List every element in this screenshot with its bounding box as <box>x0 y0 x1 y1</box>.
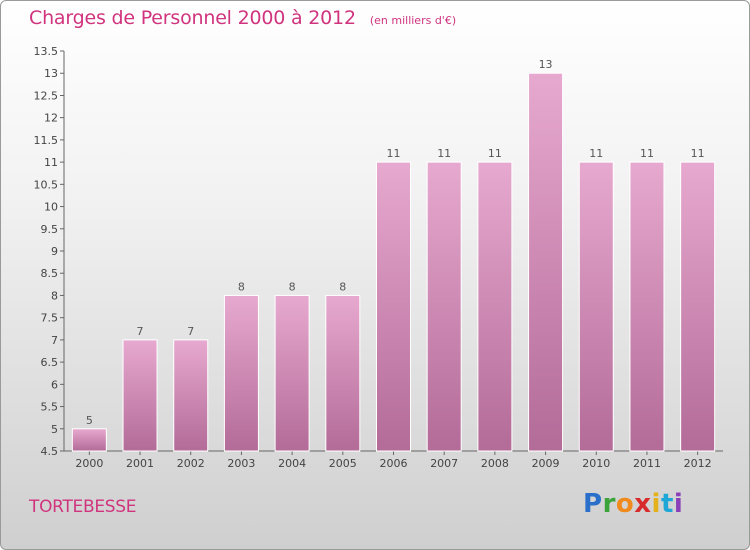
commune-name: TORTEBESSE <box>29 497 137 517</box>
x-tick-label: 2012 <box>684 457 712 470</box>
bar <box>426 161 462 452</box>
y-tick-label: 5.5 <box>41 401 59 414</box>
logo-letter: P <box>583 489 603 519</box>
bar-value-label: 11 <box>691 147 705 160</box>
bar <box>528 72 564 452</box>
y-tick-label: 8 <box>51 289 58 302</box>
logo-letter: i <box>673 489 684 519</box>
logo-letter: r <box>602 489 616 519</box>
bar <box>173 339 209 452</box>
bar-value-label: 7 <box>187 325 194 338</box>
y-tick-label: 12.5 <box>34 89 59 102</box>
y-tick-label: 9.5 <box>41 223 59 236</box>
x-tick-label: 2006 <box>380 457 408 470</box>
x-tick-label: 2011 <box>633 457 661 470</box>
x-tick-label: 2000 <box>75 457 103 470</box>
y-tick-label: 13 <box>44 67 58 80</box>
y-tick-label: 12 <box>44 112 58 125</box>
bar <box>71 428 107 452</box>
bar-value-label: 11 <box>640 147 654 160</box>
bar-value-label: 11 <box>387 147 401 160</box>
bar-value-label: 11 <box>589 147 603 160</box>
bar <box>629 161 665 452</box>
chart-title-text: Charges de Personnel 2000 à 2012 <box>29 7 356 29</box>
bar <box>274 294 310 452</box>
y-tick-label: 13.5 <box>34 45 59 58</box>
y-tick-label: 8.5 <box>41 267 59 280</box>
logo-letter: o <box>615 489 635 519</box>
y-tick-label: 11 <box>44 156 58 169</box>
x-tick-label: 2003 <box>227 457 255 470</box>
y-tick-label: 7.5 <box>41 312 59 325</box>
bar <box>477 161 513 452</box>
y-tick-label: 11.5 <box>34 134 59 147</box>
x-tick-label: 2010 <box>582 457 610 470</box>
x-tick-label: 2005 <box>329 457 357 470</box>
bar-value-label: 8 <box>289 280 296 293</box>
y-tick-label: 6 <box>51 378 58 391</box>
y-tick-label: 4.5 <box>41 445 59 458</box>
bar <box>223 294 259 452</box>
logo-letter: x <box>634 489 652 519</box>
chart-bars: 5 7 7 8 8 8 11 11 11 13 11 11 11 <box>71 58 716 452</box>
y-tick-label: 10.5 <box>34 178 59 191</box>
chart-unit-note: (en milliers d'€) <box>369 14 457 27</box>
bar <box>325 294 361 452</box>
bar-value-label: 8 <box>339 280 346 293</box>
y-tick-label: 5 <box>51 423 58 436</box>
logo-letter: t <box>660 489 674 519</box>
bar-value-label: 5 <box>86 414 93 427</box>
y-tick-label: 9 <box>51 245 58 258</box>
bar <box>680 161 716 452</box>
bar-value-label: 8 <box>238 280 245 293</box>
bar-value-label: 13 <box>539 58 553 71</box>
y-tick-label: 10 <box>44 201 58 214</box>
chart-title: Charges de Personnel 2000 à 2012 (en mill… <box>29 7 456 29</box>
bar <box>578 161 614 452</box>
x-tick-label: 2004 <box>278 457 306 470</box>
x-tick-label: 2009 <box>532 457 560 470</box>
bar-value-label: 11 <box>488 147 502 160</box>
y-tick-label: 6.5 <box>41 356 59 369</box>
bar <box>122 339 158 452</box>
x-tick-label: 2002 <box>177 457 205 470</box>
bar <box>376 161 411 452</box>
y-tick-label: 7 <box>51 334 58 347</box>
logo-letter: i <box>651 489 661 519</box>
proxiti-logo[interactable]: Proxiti <box>583 489 683 519</box>
bar-value-label: 7 <box>137 325 144 338</box>
x-tick-label: 2007 <box>430 457 458 470</box>
x-tick-label: 2008 <box>481 457 509 470</box>
x-tick-label: 2001 <box>126 457 154 470</box>
bar-value-label: 11 <box>437 147 451 160</box>
